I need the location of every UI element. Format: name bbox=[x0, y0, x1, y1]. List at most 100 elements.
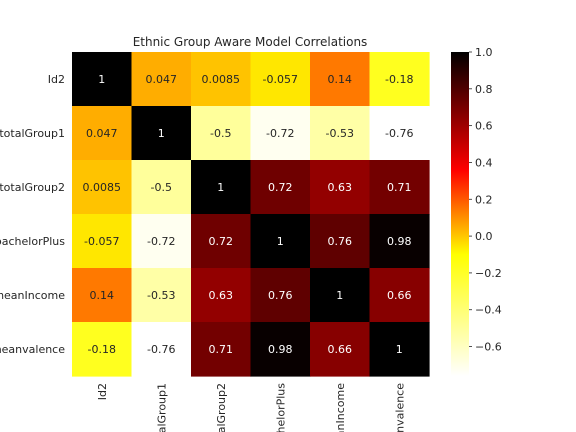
cell-annotation: 1 bbox=[396, 343, 403, 356]
colorbar-ticks: 1.0 0.8 0.6 0.4 0.2 0.0 −0.2 −0.4 −0.6 bbox=[469, 46, 502, 354]
heatmap-cell bbox=[72, 214, 133, 269]
colorbar-tick-label: 0.4 bbox=[475, 156, 493, 169]
cell-annotation: 0.66 bbox=[387, 289, 412, 302]
cell-annotation: 0.72 bbox=[209, 235, 234, 248]
row-label: meanvalence bbox=[0, 343, 65, 356]
cell-annotation: -0.76 bbox=[147, 343, 175, 356]
heatmap-cell bbox=[191, 106, 252, 161]
cell-annotation: 1 bbox=[217, 181, 224, 194]
heatmap-cell bbox=[310, 160, 371, 215]
column-label: Id2 bbox=[96, 383, 109, 400]
row-label: bachelorPlus bbox=[0, 235, 65, 248]
cell-annotation: 0.0085 bbox=[83, 181, 122, 194]
heatmap-cell bbox=[131, 214, 192, 269]
heatmap-cell bbox=[72, 160, 133, 215]
heatmap-cell bbox=[369, 268, 430, 323]
cell-annotation: 0.63 bbox=[209, 289, 234, 302]
cell-annotation: 0.66 bbox=[328, 343, 353, 356]
heatmap-cell bbox=[250, 268, 311, 323]
cell-annotation: -0.057 bbox=[84, 235, 119, 248]
heatmap-cell bbox=[250, 52, 311, 107]
colorbar-tick-label: −0.2 bbox=[475, 267, 502, 280]
heatmap-cell bbox=[369, 322, 430, 377]
cell-annotation: -0.53 bbox=[147, 289, 175, 302]
colorbar-tick-label: −0.6 bbox=[475, 341, 502, 354]
heatmap-cell bbox=[72, 106, 133, 161]
cell-annotation: 0.71 bbox=[387, 181, 412, 194]
cell-annotation: 0.14 bbox=[328, 73, 353, 86]
heatmap-annotations: 1 0.047 0.0085 -0.057 0.14 -0.18 0.047 1 -0.5 -0.… bbox=[83, 73, 414, 356]
heatmap-cell bbox=[250, 322, 311, 377]
cell-annotation: 0.047 bbox=[86, 127, 118, 140]
heatmap-cell bbox=[250, 160, 311, 215]
heatmap-cell bbox=[131, 322, 192, 377]
cell-annotation: 1 bbox=[98, 73, 105, 86]
colorbar bbox=[451, 52, 469, 376]
heatmap-cell bbox=[131, 52, 192, 107]
heatmap-cell bbox=[369, 52, 430, 107]
cell-annotation: 0.76 bbox=[268, 289, 293, 302]
cell-annotation: -0.18 bbox=[88, 343, 116, 356]
heatmap-cell bbox=[310, 106, 371, 161]
heatmap-cell bbox=[250, 214, 311, 269]
row-label: meanIncome bbox=[0, 289, 65, 302]
heatmap-cell bbox=[310, 214, 371, 269]
colorbar-tick-label: 0.2 bbox=[475, 193, 493, 206]
cell-annotation: 0.71 bbox=[209, 343, 234, 356]
heatmap-cell bbox=[131, 160, 192, 215]
colorbar-tick-label: 0.6 bbox=[475, 120, 493, 133]
row-label: Id2 bbox=[48, 73, 65, 86]
cell-annotation: -0.5 bbox=[210, 127, 231, 140]
colorbar-tick-label: 1.0 bbox=[475, 46, 493, 59]
chart-title: Ethnic Group Aware Model Correlations bbox=[133, 35, 368, 49]
cell-annotation: 1 bbox=[158, 127, 165, 140]
heatmap-cell bbox=[72, 268, 133, 323]
cell-annotation: 0.76 bbox=[328, 235, 353, 248]
cell-annotation: 0.63 bbox=[328, 181, 353, 194]
cell-annotation: -0.5 bbox=[151, 181, 172, 194]
heatmap-cell bbox=[369, 214, 430, 269]
cell-annotation: 0.98 bbox=[387, 235, 412, 248]
cell-annotation: 1 bbox=[277, 235, 284, 248]
row-label: totalGroup2 bbox=[0, 181, 65, 194]
heatmap-cell bbox=[369, 106, 430, 161]
column-label: totalGroup2 bbox=[215, 383, 228, 432]
column-label: meanIncome bbox=[334, 383, 347, 432]
cell-annotation: 0.047 bbox=[146, 73, 178, 86]
colorbar-tick-label: 0.0 bbox=[475, 230, 493, 243]
cell-annotation: 1 bbox=[336, 289, 343, 302]
cell-annotation: -0.72 bbox=[266, 127, 294, 140]
colorbar-gradient bbox=[451, 52, 469, 376]
cell-annotation: -0.76 bbox=[385, 127, 413, 140]
heatmap-cell bbox=[191, 268, 252, 323]
cell-annotation: 0.72 bbox=[268, 181, 293, 194]
heatmap-cell bbox=[191, 52, 252, 107]
heatmap-cell bbox=[310, 268, 371, 323]
cell-annotation: -0.057 bbox=[263, 73, 298, 86]
heatmap-cell bbox=[310, 52, 371, 107]
cell-annotation: -0.18 bbox=[385, 73, 413, 86]
heatmap-cell bbox=[369, 160, 430, 215]
heatmap-cell bbox=[191, 160, 252, 215]
heatmap-cells bbox=[72, 52, 430, 377]
cell-annotation: 0.14 bbox=[90, 289, 115, 302]
heatmap-cell bbox=[72, 52, 133, 107]
column-label: meanvalence bbox=[393, 383, 406, 432]
heatmap-cell bbox=[191, 322, 252, 377]
cell-annotation: 0.0085 bbox=[202, 73, 241, 86]
column-labels: Id2 totalGroup1 totalGroup2 bachelorPlus mea… bbox=[96, 383, 407, 432]
cell-annotation: -0.72 bbox=[147, 235, 175, 248]
colorbar-tick-label: 0.8 bbox=[475, 83, 493, 96]
column-label: bachelorPlus bbox=[274, 383, 287, 432]
cell-annotation: -0.53 bbox=[326, 127, 354, 140]
cell-annotation: 0.98 bbox=[268, 343, 293, 356]
column-label: totalGroup1 bbox=[155, 383, 168, 432]
row-label: totalGroup1 bbox=[0, 127, 65, 140]
heatmap-cell bbox=[310, 322, 371, 377]
colorbar-tick-label: −0.4 bbox=[475, 304, 502, 317]
heatmap-cell bbox=[131, 106, 192, 161]
heatmap-cell bbox=[72, 322, 133, 377]
heatmap-cell bbox=[250, 106, 311, 161]
row-labels: Id2 totalGroup1 totalGroup2 bachelorPlus mea… bbox=[0, 73, 65, 356]
